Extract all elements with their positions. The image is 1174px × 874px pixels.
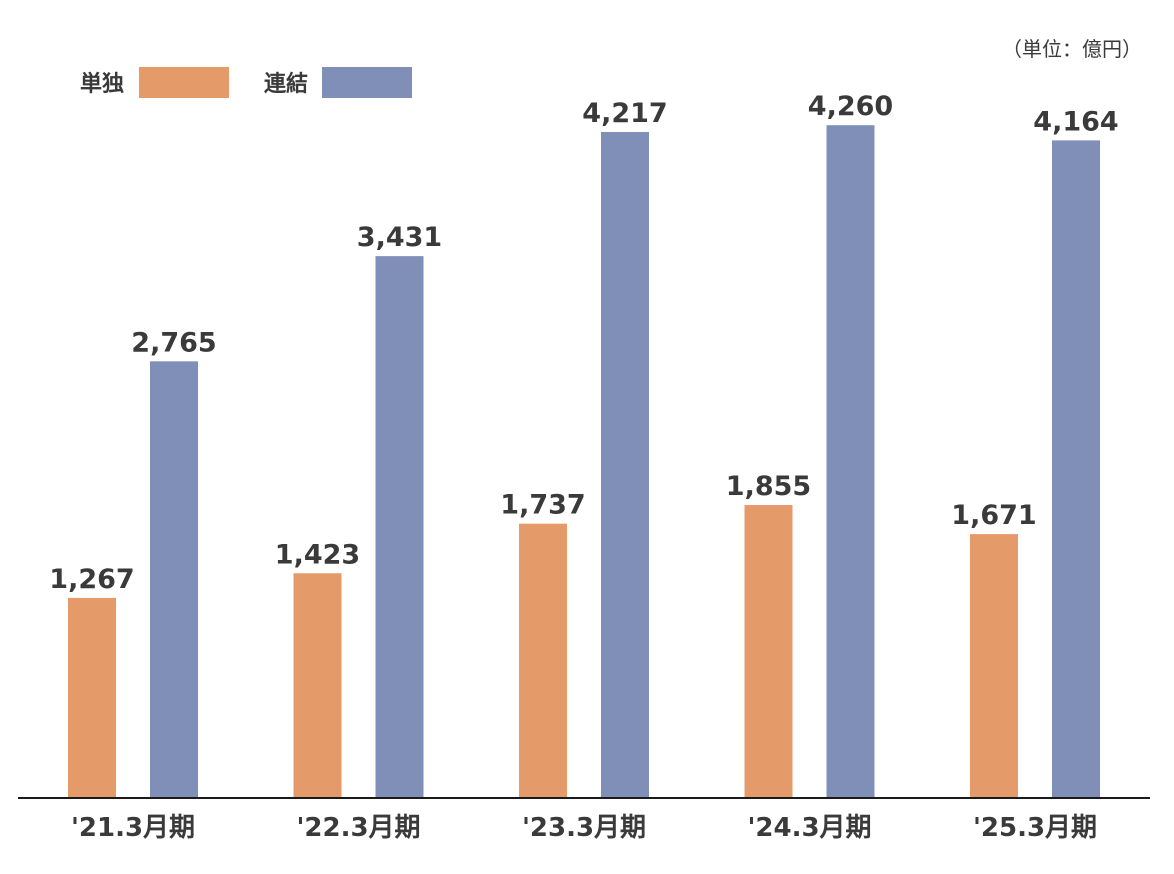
value-labels-group: 1,267 2,765 1,423 3,431 1,737 4,217 1,855 4,260… (49, 91, 1118, 595)
bar-standalone-0 (68, 597, 116, 798)
bar-standalone-4 (970, 534, 1018, 798)
bar-standalone-2 (519, 523, 567, 798)
legend-label-consolidated: 連結 (264, 71, 308, 97)
x-tick-label-4: '25.3月期 (973, 813, 1097, 843)
legend: 単独 連結 (80, 67, 412, 98)
bar-consolidated-1 (375, 256, 424, 798)
unit-label: （単位：億円） (1002, 37, 1142, 61)
value-label-consolidated-3: 4,260 (808, 91, 893, 122)
legend-swatch-standalone (139, 67, 229, 98)
value-label-standalone-4: 1,671 (951, 500, 1036, 531)
value-label-standalone-2: 1,737 (500, 490, 585, 521)
x-tick-label-3: '24.3月期 (747, 813, 871, 843)
value-label-consolidated-2: 4,217 (582, 98, 667, 129)
value-label-consolidated-4: 4,164 (1033, 106, 1118, 137)
legend-swatch-consolidated (322, 67, 412, 98)
bar-consolidated-3 (826, 125, 875, 798)
value-label-standalone-0: 1,267 (49, 564, 134, 595)
bar-standalone-3 (744, 505, 793, 798)
x-tick-label-1: '22.3月期 (296, 813, 420, 843)
x-axis-tick-labels: '21.3月期 '22.3月期 '23.3月期 '24.3月期 '25.3月期 (71, 813, 1097, 843)
bar-standalone-1 (293, 573, 342, 798)
value-label-standalone-1: 1,423 (275, 539, 360, 570)
x-tick-label-2: '23.3月期 (522, 813, 646, 843)
bars-group (68, 125, 1100, 799)
legend-label-standalone: 単独 (80, 71, 124, 97)
bar-consolidated-0 (150, 361, 198, 798)
value-label-consolidated-0: 2,765 (131, 327, 216, 358)
x-tick-label-0: '21.3月期 (71, 813, 195, 843)
bar-consolidated-4 (1052, 140, 1100, 798)
value-label-consolidated-1: 3,431 (357, 222, 442, 253)
bar-consolidated-2 (601, 132, 649, 799)
value-label-standalone-3: 1,855 (726, 471, 811, 502)
